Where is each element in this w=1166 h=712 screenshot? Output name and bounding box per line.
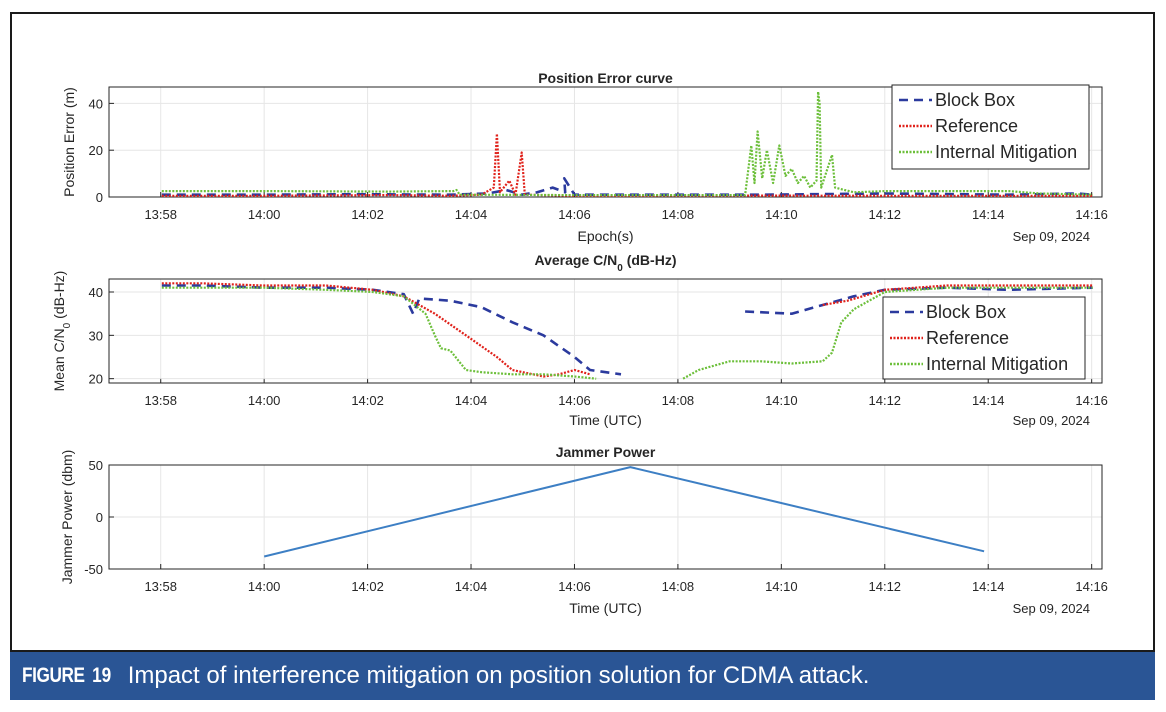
- series-line-reference: [822, 284, 1093, 307]
- chart-title: Position Error curve: [538, 70, 673, 86]
- y-tick-label: 50: [89, 458, 103, 473]
- y-tick-label: 40: [89, 285, 103, 300]
- x-tick-label: 14:10: [765, 579, 798, 594]
- y-tick-label: 40: [89, 96, 103, 111]
- x-tick-label: 14:00: [248, 207, 281, 222]
- y-tick-label: 30: [89, 328, 103, 343]
- y-tick-label: 0: [96, 190, 103, 205]
- x-tick-label: 14:08: [662, 393, 695, 408]
- x-tick-label: 14:16: [1075, 579, 1108, 594]
- series-line-reference: [161, 282, 591, 378]
- x-axis-label: Time (UTC): [569, 412, 642, 428]
- series-line-block-box: [161, 177, 1093, 196]
- x-tick-label: 14:04: [455, 393, 488, 408]
- legend-label-reference: Reference: [926, 328, 1009, 348]
- plot-area: [108, 86, 1103, 198]
- x-tick-label: 13:58: [144, 207, 177, 222]
- x-tick-label: 14:16: [1075, 207, 1108, 222]
- y-axis-label: Mean C/N0 (dB-Hz): [51, 271, 73, 392]
- chart-2-average-c-n: 13:58 14:00 14:02 14:04 14:06 14:08 14:10 14:12…: [51, 252, 1108, 428]
- x-tick-label: 13:58: [144, 393, 177, 408]
- legend: Block Box Reference Internal Mitigation: [882, 296, 1086, 380]
- series-line-internal-mitigation: [161, 90, 1093, 197]
- x-tick-label: 14:08: [662, 207, 695, 222]
- figure-caption: FIGURE 19 Impact of interference mitigat…: [10, 652, 1155, 700]
- date-label: Sep 09, 2024: [1013, 413, 1090, 428]
- x-tick-label: 14:06: [558, 393, 591, 408]
- date-label: Sep 09, 2024: [1013, 601, 1090, 616]
- plot-area: [108, 278, 1103, 384]
- y-axis-label: Jammer Power (dbm): [59, 450, 75, 585]
- caption-text: Impact of interference mitigation on pos…: [127, 662, 870, 689]
- plot-area: [108, 464, 1103, 570]
- series-line-internal-mitigation: [161, 286, 597, 380]
- series-line-block-box: [161, 284, 622, 376]
- legend-label-block-box: Block Box: [926, 302, 1006, 322]
- x-tick-label: 14:12: [869, 579, 902, 594]
- legend-label-reference: Reference: [935, 116, 1018, 136]
- x-tick-label: 14:10: [765, 207, 798, 222]
- x-tick-label: 14:16: [1075, 393, 1108, 408]
- x-tick-label: 14:14: [972, 393, 1005, 408]
- x-tick-label: 14:02: [351, 207, 384, 222]
- x-tick-label: 14:06: [558, 579, 591, 594]
- y-tick-label: 20: [89, 372, 103, 387]
- legend: Block Box Reference Internal Mitigation: [891, 84, 1090, 170]
- figure-svg: 13:58 14:00 14:02 14:04 14:06 14:08 14:10 14:12…: [51, 70, 1108, 616]
- legend-label-internal-mitigation: Internal Mitigation: [935, 142, 1077, 162]
- x-tick-label: 14:10: [765, 393, 798, 408]
- x-tick-label: 14:04: [455, 207, 488, 222]
- series-line-block-box: [745, 286, 1093, 315]
- series-line-internal-mitigation: [682, 286, 1093, 380]
- x-axis-label: Time (UTC): [569, 600, 642, 616]
- x-tick-label: 14:00: [248, 393, 281, 408]
- y-axis-label: Position Error (m): [61, 87, 77, 197]
- date-label: Sep 09, 2024: [1013, 229, 1090, 244]
- caption-label: FIGURE: [22, 664, 85, 687]
- chart-title: Average C/N0 (dB-Hz): [535, 252, 677, 274]
- x-tick-label: 14:12: [869, 207, 902, 222]
- series-line-jammer-power: [263, 466, 985, 558]
- x-tick-label: 14:02: [351, 579, 384, 594]
- legend-label-internal-mitigation: Internal Mitigation: [926, 354, 1068, 374]
- x-tick-label: 14:06: [558, 207, 591, 222]
- x-tick-label: 13:58: [144, 579, 177, 594]
- y-tick-label: 0: [96, 510, 103, 525]
- x-tick-label: 14:14: [972, 579, 1005, 594]
- chart-3-jammer-power: 13:58 14:00 14:02 14:04 14:06 14:08 14:10 14:12…: [59, 444, 1108, 616]
- legend-label-block-box: Block Box: [935, 90, 1015, 110]
- x-tick-label: 14:00: [248, 579, 281, 594]
- x-tick-label: 14:08: [662, 579, 695, 594]
- x-axis-label: Epoch(s): [577, 228, 633, 244]
- x-tick-label: 14:04: [455, 579, 488, 594]
- y-tick-label: -50: [84, 562, 103, 577]
- x-tick-label: 14:12: [869, 393, 902, 408]
- chart-title: Jammer Power: [556, 444, 656, 460]
- x-tick-label: 14:14: [972, 207, 1005, 222]
- caption-number: 19: [92, 664, 112, 687]
- x-tick-label: 14:02: [351, 393, 384, 408]
- y-tick-label: 20: [89, 143, 103, 158]
- chart-1-position-error-curve: 13:58 14:00 14:02 14:04 14:06 14:08 14:10 14:12…: [61, 70, 1108, 244]
- legend-box: [882, 296, 1086, 380]
- figure-frame: 13:58 14:00 14:02 14:04 14:06 14:08 14:10 14:12…: [10, 12, 1155, 652]
